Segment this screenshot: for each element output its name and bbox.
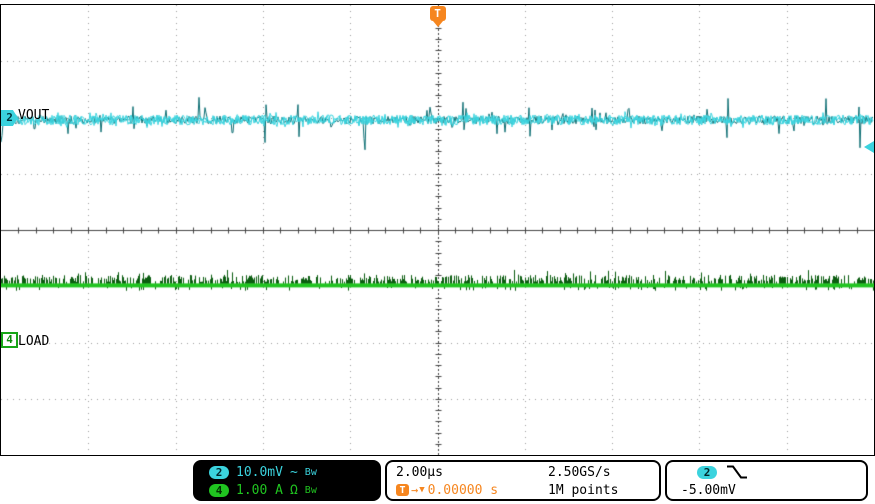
trigger-level-value: -5.00mV — [681, 482, 736, 498]
ch4-bandwidth-icon: Bw — [304, 484, 317, 496]
horizontal-readout-box: 2.00µs 2.50GS/s T → ▼ 0.00000 s 1M point… — [385, 460, 661, 501]
waveform-canvas — [1, 5, 874, 455]
horizontal-row-2: T → ▼ 0.00000 s 1M points — [396, 481, 650, 499]
trigger-readout-box: 2 -5.00mV — [665, 460, 868, 501]
ch4-scale-value: 1.00 A — [236, 482, 283, 498]
trigger-position-value: 0.00000 s — [427, 482, 499, 498]
ch2-position-marker: 2 — [1, 110, 18, 126]
arrow-right-icon: → — [411, 483, 419, 497]
ch4-badge: 4 — [209, 483, 229, 497]
falling-edge-icon — [726, 464, 748, 480]
trigger-level-marker — [864, 141, 874, 153]
waveform-area: T 2 4 VOUT LOAD — [0, 4, 875, 456]
ch4-impedance-icon: Ω — [289, 482, 298, 498]
trigger-pos-icon: ▼ — [419, 485, 425, 495]
ch2-readout-row: 2 10.0mV ~ Bw — [193, 463, 381, 481]
ch4-waveform-label: LOAD — [18, 334, 50, 349]
readout-bar: 2 10.0mV ~ Bw 4 1.00 A Ω Bw 2.00µs 2.50G… — [0, 456, 875, 504]
sample-rate-value: 2.50GS/s — [548, 464, 611, 480]
ch2-badge: 2 — [209, 465, 229, 479]
ch4-readout-row: 4 1.00 A Ω Bw — [193, 481, 381, 499]
timebase-value: 2.00µs — [396, 464, 443, 480]
trigger-t-icon: T — [396, 484, 409, 496]
ch2-coupling-icon: ~ — [289, 464, 298, 480]
trigger-t-flag: T — [429, 6, 446, 21]
record-length-value: 1M points — [548, 482, 619, 498]
ch2-waveform-label: VOUT — [18, 108, 50, 123]
trigger-source-row: 2 — [667, 463, 866, 481]
trigger-pointer-icon — [432, 21, 443, 27]
trigger-source-badge: 2 — [697, 465, 717, 479]
ch4-position-marker: 4 — [1, 332, 18, 348]
horizontal-row-1: 2.00µs 2.50GS/s — [396, 463, 650, 481]
ch2-bandwidth-icon: Bw — [304, 466, 317, 478]
trigger-position-marker: T — [429, 6, 446, 27]
channel-readout-box: 2 10.0mV ~ Bw 4 1.00 A Ω Bw — [193, 460, 381, 501]
ch2-scale-value: 10.0mV — [236, 464, 283, 480]
trigger-position-readout: T → ▼ 0.00000 s — [396, 483, 548, 498]
